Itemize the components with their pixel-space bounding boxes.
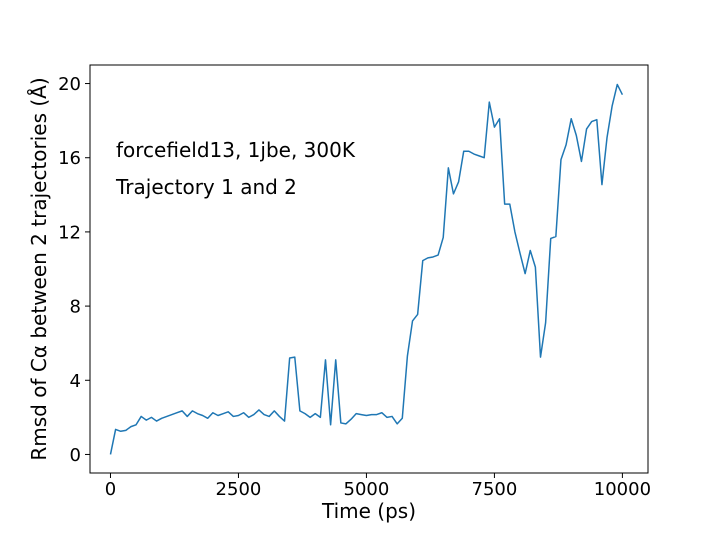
y-axis-ticks: 0 4 8 12 16 20: [58, 74, 90, 466]
y-tick-label: 12: [58, 222, 81, 243]
x-axis-label: Time (ps): [321, 499, 416, 523]
annotation-line-1: forcefield13, 1jbe, 300K: [116, 138, 356, 162]
y-tick-label: 20: [58, 74, 81, 95]
y-axis-label: Rmsd of Cα between 2 trajectories (Å): [27, 77, 51, 460]
x-tick-label: 5000: [344, 479, 390, 500]
y-tick-label: 16: [58, 148, 81, 169]
x-tick-label: 7500: [472, 479, 518, 500]
x-tick-label: 0: [105, 479, 116, 500]
series-line: [109, 83, 624, 455]
y-tick-label: 0: [70, 445, 81, 466]
x-tick-label: 10000: [594, 479, 651, 500]
x-axis-ticks: 0 2500 5000 7500 10000: [105, 473, 651, 500]
plot-area: [89, 64, 649, 474]
x-tick-label: 2500: [216, 479, 262, 500]
y-tick-label: 8: [70, 297, 81, 318]
y-tick-label: 4: [70, 371, 81, 392]
annotation-line-2: Trajectory 1 and 2: [115, 175, 297, 199]
